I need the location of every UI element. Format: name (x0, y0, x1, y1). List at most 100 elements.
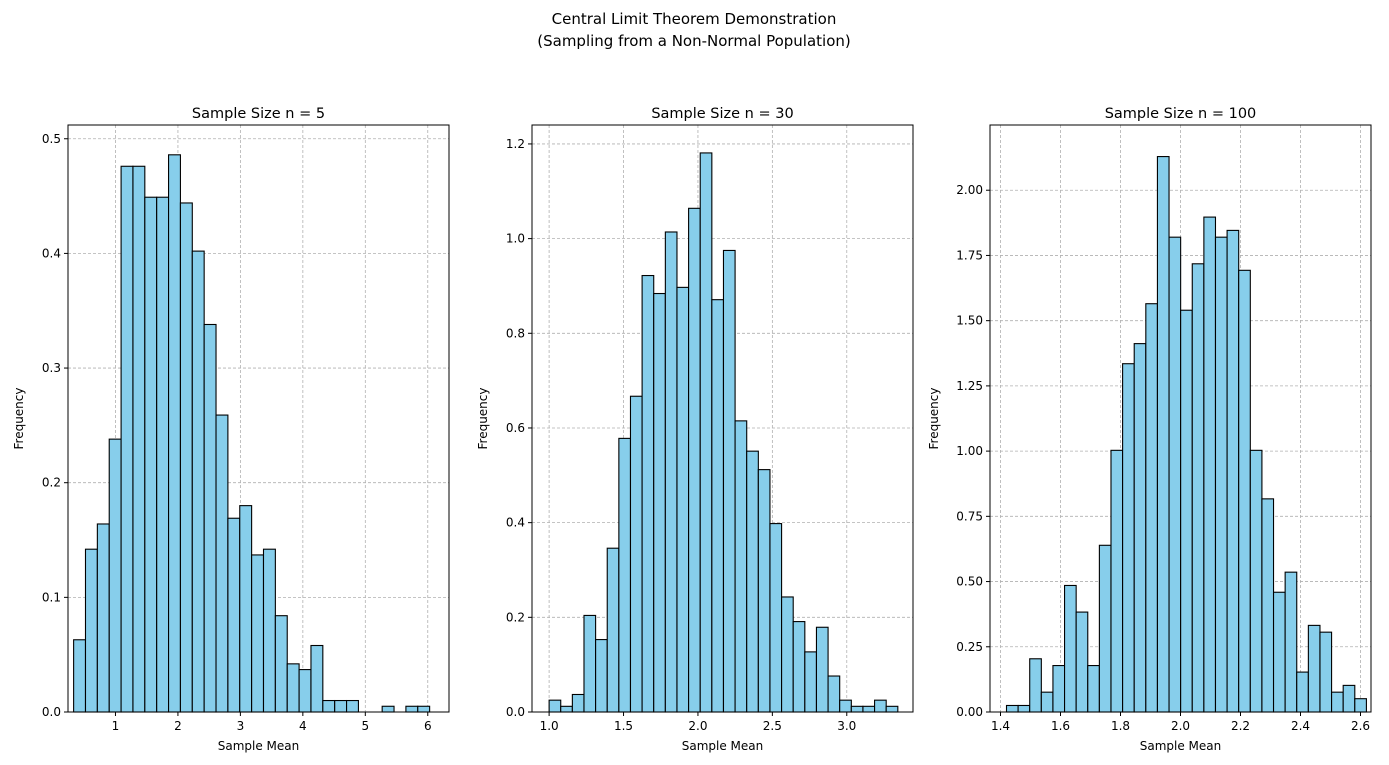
y-tick-label: 0.5 (42, 132, 61, 146)
histogram-bar (1110, 449, 1124, 713)
histogram-bar (1017, 704, 1031, 713)
x-tick-label: 2.0 (688, 719, 707, 733)
histogram-bar (560, 705, 573, 713)
histogram-bar (862, 705, 876, 713)
y-tick-label: 1.50 (956, 314, 983, 328)
histogram-bar (1307, 624, 1321, 713)
histogram-bar (548, 699, 562, 713)
histogram-bar (286, 663, 300, 713)
y-tick-label: 0.6 (506, 421, 525, 435)
histogram-bar (874, 699, 887, 713)
x-tick-label: 1.5 (614, 719, 633, 733)
histogram-bar (1075, 611, 1089, 713)
histogram-bar (417, 705, 431, 713)
y-tick-label: 0.00 (956, 705, 983, 719)
histogram-bar (405, 705, 419, 713)
x-tick-label: 2.4 (1291, 719, 1310, 733)
histogram-bar (815, 626, 829, 713)
y-tick-label: 1.00 (956, 444, 983, 458)
histogram-bar (641, 274, 655, 713)
histogram-bar (1249, 449, 1263, 713)
suptitle-line-1: Central Limit Theorem Demonstration (552, 10, 837, 28)
y-tick-label: 0.4 (42, 246, 61, 260)
histogram-bar (1180, 309, 1193, 713)
x-tick-label: 2.6 (1351, 719, 1370, 733)
y-tick-label: 1.0 (506, 232, 525, 246)
y-tick-label: 0.75 (956, 509, 983, 523)
x-tick-label: 1.8 (1111, 719, 1130, 733)
histogram-bar (215, 414, 229, 713)
histogram-bar (1052, 665, 1066, 713)
histogram-bar (595, 639, 608, 713)
y-tick-label: 0.8 (506, 326, 525, 340)
y-tick-label: 0.4 (506, 516, 525, 530)
histogram-bar (734, 420, 748, 713)
axes-frame (67, 124, 450, 713)
chart-title: Sample Size n = 5 (192, 106, 325, 122)
x-tick-label: 5 (361, 719, 369, 733)
histogram-bar (334, 699, 348, 713)
x-tick-label: 3.0 (837, 719, 856, 733)
histogram-bar (583, 614, 597, 713)
histogram-bar (1296, 671, 1309, 713)
histogram-bar (1168, 236, 1182, 713)
histogram-bar (827, 675, 841, 713)
histogram-bar (179, 202, 193, 713)
histogram-bar (804, 651, 818, 713)
axes-frame (531, 124, 914, 713)
histogram-bar (781, 596, 794, 713)
histogram-bar (1122, 363, 1135, 713)
y-axis-label: Frequency (476, 388, 490, 450)
histogram-bar (227, 517, 241, 713)
histogram-bar (1319, 631, 1333, 713)
histogram-bar (120, 165, 134, 713)
histogram-bar (1284, 571, 1298, 713)
histogram-bar (274, 615, 288, 713)
y-tick-label: 0.0 (42, 705, 61, 719)
histogram-bar (1064, 584, 1077, 713)
histogram-bar (108, 438, 122, 713)
histogram-bar (239, 505, 253, 713)
y-tick-label: 1.2 (506, 137, 525, 151)
x-tick-label: 2.5 (763, 719, 782, 733)
y-tick-label: 0.2 (506, 610, 525, 624)
suptitle-line-2: (Sampling from a Non-Normal Population) (537, 32, 850, 50)
chart-title: Sample Size n = 100 (1105, 106, 1257, 122)
histogram-bar (1156, 156, 1170, 713)
x-axis-label: Sample Mean (682, 739, 764, 753)
histogram-bar (676, 286, 690, 713)
histogram-bar (1087, 665, 1100, 713)
histogram-bar (156, 196, 170, 713)
histogram-bar (653, 292, 666, 713)
histogram-bar (1261, 498, 1275, 713)
x-axis-label: Sample Mean (218, 739, 300, 753)
histogram-bar (73, 639, 87, 713)
histogram-bar (1145, 303, 1158, 713)
histogram-n100: 1.4 1.6 1.8 2.0 2.2 2.4 2.6 0.00 0.25 0.50 0.75 1.0… (927, 106, 1372, 753)
y-axis-label: Frequency (927, 388, 941, 450)
histogram-bar (144, 196, 158, 713)
histogram-bar (191, 250, 205, 713)
histogram-bar (1040, 691, 1054, 713)
histogram-bar (381, 705, 395, 713)
histogram-bar (203, 323, 217, 713)
histogram-bar (1342, 684, 1356, 713)
histogram-bar (346, 699, 359, 713)
y-tick-label: 0.25 (956, 640, 983, 654)
y-tick-label: 0.50 (956, 575, 983, 589)
x-tick-label: 6 (424, 719, 432, 733)
histogram-bar (711, 299, 725, 713)
x-tick-label: 1.0 (540, 719, 559, 733)
histogram-bar (84, 548, 98, 713)
y-tick-label: 2.00 (956, 183, 983, 197)
y-axis-label: Frequency (12, 388, 26, 450)
histogram-bar (1272, 591, 1286, 713)
histogram-bar (251, 554, 265, 713)
histogram-bar (298, 669, 312, 713)
x-axis-label: Sample Mean (1140, 739, 1222, 753)
histogram-bar (1214, 236, 1228, 713)
histogram-bar (322, 699, 336, 713)
histogram-n30: 1.0 1.5 2.0 2.5 3.0 0.0 0.2 0.4 0.6 0.8 1.0 1.2 Samp… (476, 106, 914, 753)
histogram-bar (1029, 658, 1042, 713)
